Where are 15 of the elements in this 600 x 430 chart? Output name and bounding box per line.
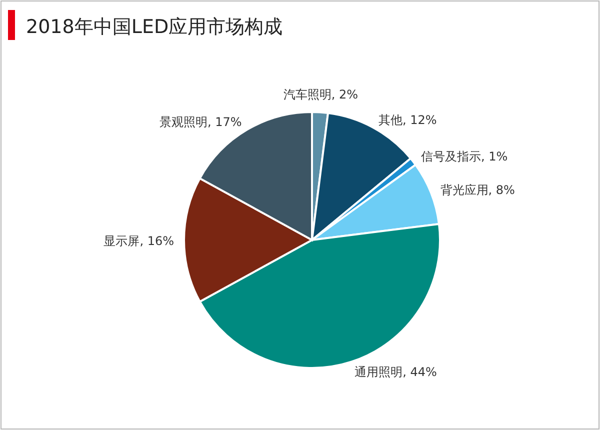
data-label: , 12% <box>402 113 437 128</box>
slice-label: 通用照明 <box>354 365 403 380</box>
slice-label: 信号及指示 <box>421 149 482 164</box>
data-label: , 1% <box>481 149 508 164</box>
slice-label: 汽车照明 <box>283 87 332 102</box>
slice-label: 景观照明 <box>159 115 208 130</box>
slice-label: 显示屏 <box>104 234 140 248</box>
data-label: , 2% <box>331 87 358 102</box>
data-label: , 8% <box>488 183 515 198</box>
data-label: , 44% <box>402 365 437 380</box>
slice-label: 其他 <box>378 113 402 128</box>
chart-title: 2018年中国LED应用市场构成 <box>26 16 283 38</box>
data-label: , 17% <box>207 115 242 130</box>
slice-label: 背光应用 <box>440 183 488 198</box>
data-label: , 16% <box>140 234 174 248</box>
